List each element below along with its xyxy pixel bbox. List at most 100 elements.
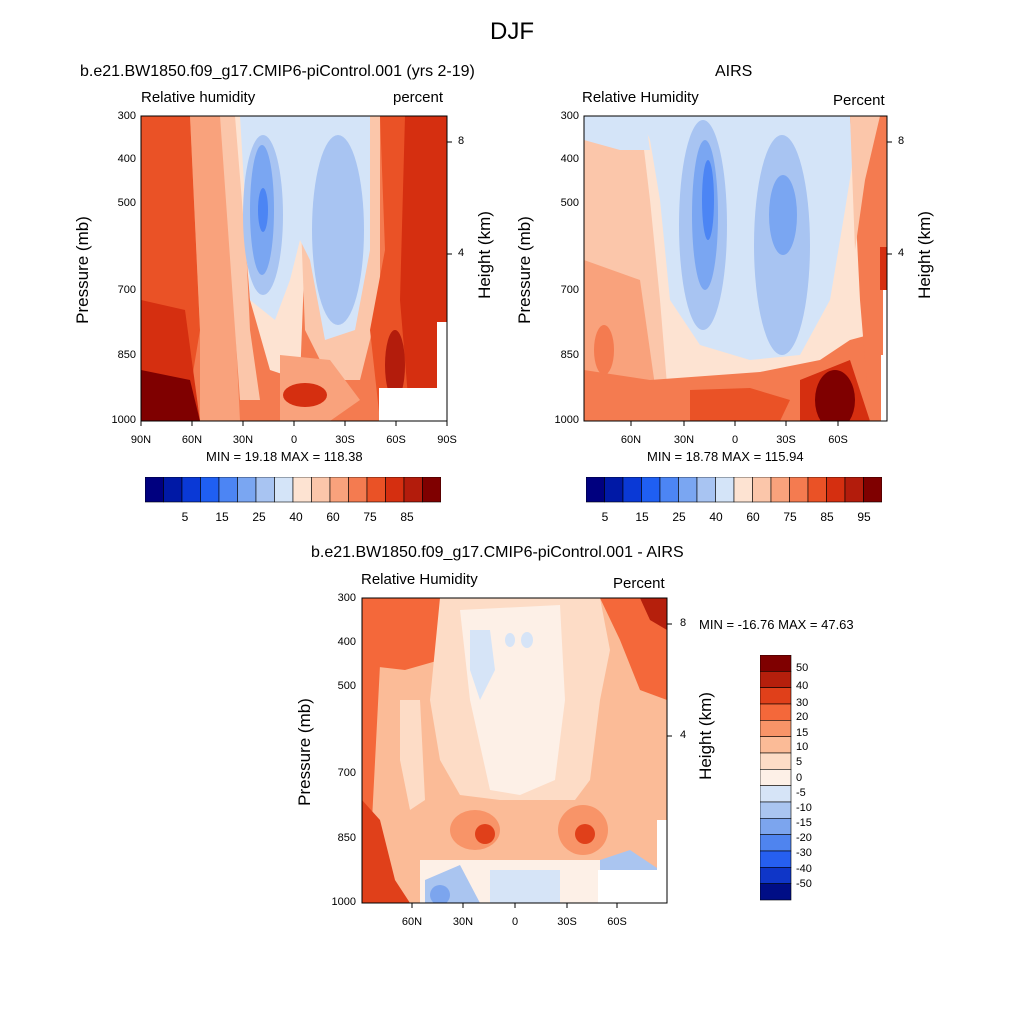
panel2-right-label: Percent xyxy=(833,92,885,109)
panel1-x-tick: 30S xyxy=(335,434,355,446)
panel1-band xyxy=(258,188,268,232)
panel1-colorbar-label: 85 xyxy=(400,510,414,524)
colorbar-box xyxy=(760,883,792,901)
colorbar-box xyxy=(760,834,792,852)
panel3-colorbar-label: 30 xyxy=(796,697,809,709)
panel1-missing-area xyxy=(379,388,437,421)
panel3-band xyxy=(362,800,410,903)
panel3-missing-area xyxy=(598,870,660,903)
panel1-ticks xyxy=(140,141,452,426)
colorbar-box xyxy=(760,671,792,688)
panel1-colorbar xyxy=(145,477,441,503)
colorbar-box xyxy=(760,801,792,819)
panel3-y-label: Pressure (mb) xyxy=(295,698,314,806)
panel2-colorbar-label: 60 xyxy=(746,510,760,524)
panel3-band xyxy=(600,598,667,700)
colorbar-box xyxy=(760,785,792,803)
panel3-colorbar-label: -20 xyxy=(796,832,812,844)
panel3-y2-tick: 8 xyxy=(680,617,687,629)
panel3-y-tick: 500 xyxy=(337,680,356,692)
panel3-colorbar-label: -15 xyxy=(796,817,812,829)
panel2-x-tick: 60S xyxy=(828,434,848,446)
panel1-y-tick: 1000 xyxy=(111,414,136,426)
panel3-band xyxy=(430,885,450,903)
panel2-ticks xyxy=(630,141,892,426)
panel3-colorbar-labels: 50 40 30 20 15 10 5 0 -5 -10 -15 -20 -30… xyxy=(796,655,836,915)
panel2-y-tick: 500 xyxy=(560,197,579,209)
panel3-band xyxy=(640,598,667,630)
panel1-x-tick: 60S xyxy=(386,434,406,446)
panel3-y-tick: 700 xyxy=(337,767,356,779)
panel2-missing-area xyxy=(883,290,887,355)
colorbar-box xyxy=(760,687,792,705)
panel2-colorbar-label: 15 xyxy=(635,510,649,524)
panel2-band xyxy=(690,388,790,421)
panel1-y-tick: 400 xyxy=(117,153,136,165)
panel2-x-tick: 60N xyxy=(620,434,642,446)
page-title: DJF xyxy=(490,18,534,45)
colorbar-box xyxy=(760,818,792,835)
panel3-ticks xyxy=(411,623,672,908)
panel3-band xyxy=(470,630,495,700)
panel1-x-tick: 90N xyxy=(130,434,152,446)
panel3-band xyxy=(575,824,595,844)
panel1-title: b.e21.BW1850.f09_g17.CMIP6-piControl.001… xyxy=(80,63,475,80)
panel1-y-tick: 850 xyxy=(117,349,136,361)
panel2-colorbar-label: 5 xyxy=(601,510,609,524)
panel1-band xyxy=(385,330,405,400)
panel3-band xyxy=(490,870,560,903)
panel3-band xyxy=(362,598,445,670)
panel3-colorbar-label: 20 xyxy=(796,711,809,723)
panel1-left-label: Relative humidity xyxy=(141,89,256,106)
panel1-x-tick: 90S xyxy=(437,434,457,446)
panel2-y-tick: 850 xyxy=(560,349,579,361)
panel2-colorbar-label: 85 xyxy=(820,510,834,524)
panel3-field xyxy=(362,598,667,903)
panel1-right-label: percent xyxy=(393,89,444,106)
panel3-band xyxy=(521,632,533,648)
colorbar-box xyxy=(760,720,792,737)
colorbar-box xyxy=(760,752,792,770)
panel1-x-tick: 0 xyxy=(290,434,298,446)
panel2-y-tick: 300 xyxy=(560,110,579,122)
panel2-band xyxy=(850,116,880,250)
panel3-stats: MIN = -16.76 MAX = 47.63 xyxy=(699,617,854,632)
panel3-y-tick: 850 xyxy=(337,832,356,844)
panel1-colorbar-label: 60 xyxy=(326,510,340,524)
colorbar-box xyxy=(760,703,792,721)
panel3-y-tick: 400 xyxy=(337,636,356,648)
panel2-colorbar xyxy=(586,477,882,503)
panel1-field xyxy=(141,116,447,421)
panel2-band xyxy=(815,370,855,421)
panel1-y2-tick: 8 xyxy=(458,135,465,147)
panel2-title: AIRS xyxy=(715,63,753,80)
panel3-colorbar-label: -5 xyxy=(796,787,806,799)
panel3-y2-label: Height (km) xyxy=(696,692,715,780)
panel3-colorbar-label: 50 xyxy=(796,662,809,674)
colorbar-box xyxy=(760,736,792,754)
panel2-colorbar-label: 75 xyxy=(783,510,797,524)
panel3-x-tick: 30S xyxy=(557,916,577,928)
panel2-band xyxy=(584,116,650,150)
panel2-band xyxy=(702,160,714,240)
panel3-band xyxy=(400,700,425,810)
panel2-y-tick: 400 xyxy=(560,153,579,165)
panel1-y-tick: 700 xyxy=(117,284,136,296)
panel1-colorbar-label: 5 xyxy=(181,510,189,524)
panel2-band xyxy=(880,247,887,290)
panel1-band xyxy=(312,135,364,325)
panel2-y-tick: 1000 xyxy=(554,414,579,426)
panel1-colorbar-label: 75 xyxy=(363,510,377,524)
panel2-y2-tick: 8 xyxy=(898,135,905,147)
panel1-x-tick: 30N xyxy=(232,434,254,446)
panel3-left-label: Relative Humidity xyxy=(361,571,478,588)
panel2-band xyxy=(594,325,614,375)
panel3-x-tick: 60S xyxy=(607,916,627,928)
panel3-x-tick: 60N xyxy=(401,916,423,928)
panel3-colorbar-label: 15 xyxy=(796,727,809,739)
panel1-stats: MIN = 19.18 MAX = 118.38 xyxy=(206,449,363,464)
panel3-title: b.e21.BW1850.f09_g17.CMIP6-piControl.001… xyxy=(311,544,684,561)
panel2-colorbar-label: 40 xyxy=(709,510,723,524)
